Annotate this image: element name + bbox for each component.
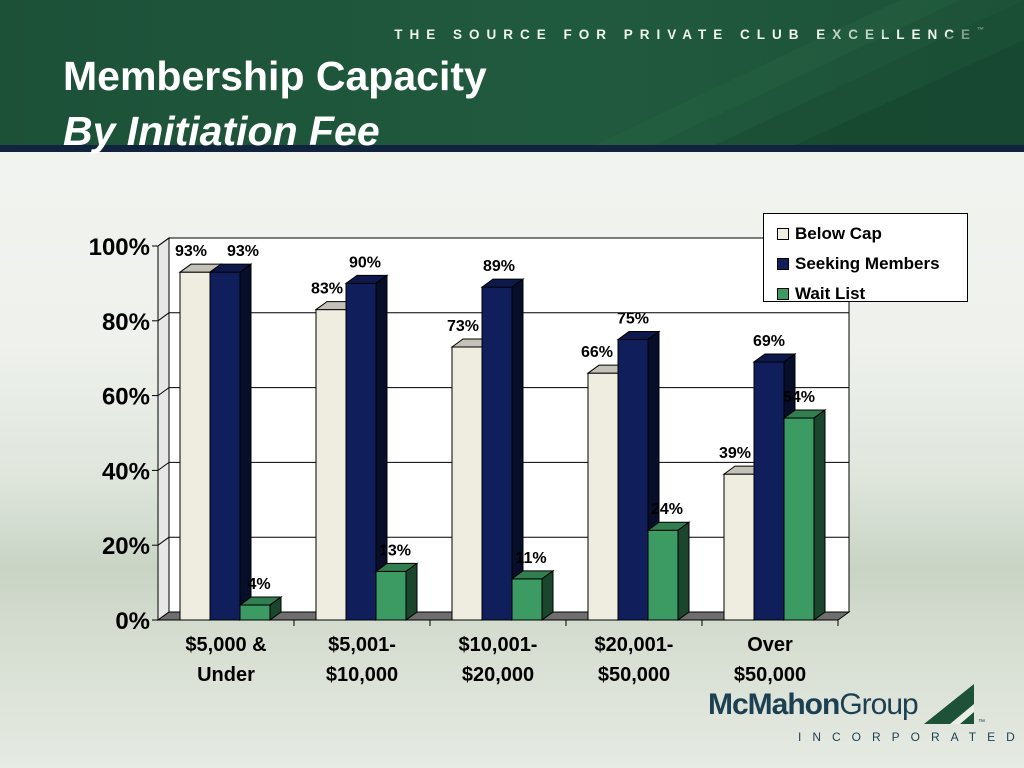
bar-seeking-members-0 xyxy=(209,271,241,621)
header-band: THE SOURCE FOR PRIVATE CLUB EXCELLENCE™ xyxy=(0,0,1024,152)
bar-wait-list-3 xyxy=(647,529,679,621)
bar-wait-list-1 xyxy=(375,570,407,621)
y-tick-label: 80% xyxy=(102,309,150,336)
bar-side-face xyxy=(813,409,826,621)
data-label: 73% xyxy=(447,318,479,335)
data-label: 75% xyxy=(617,311,649,328)
bar-side-face xyxy=(269,596,282,621)
bar-side-face xyxy=(677,521,690,621)
plot-side-wall xyxy=(157,237,170,621)
slide-subtitle: By Initiation Fee xyxy=(63,108,380,154)
x-tick-label: Over xyxy=(747,634,793,656)
x-tick-label: $5,001- xyxy=(328,634,396,656)
bar-wait-list-4 xyxy=(783,417,815,621)
data-label: 93% xyxy=(227,243,259,260)
bar-side-face xyxy=(541,569,554,621)
chart-legend: Below Cap Seeking Members Wait List xyxy=(763,213,968,303)
legend-label-seeking-members: Seeking Members xyxy=(795,254,940,273)
y-tick-label: 0% xyxy=(115,608,150,635)
data-label: 90% xyxy=(349,254,381,271)
logo-tm: ™ xyxy=(978,719,985,726)
legend-swatch-wait-list xyxy=(777,288,789,300)
slide-title: Membership Capacity xyxy=(63,53,487,99)
x-tick-label: $20,001- xyxy=(595,634,674,656)
x-tick-label: $50,000 xyxy=(734,664,806,686)
gridline-side xyxy=(157,237,170,247)
data-label: 4% xyxy=(247,576,270,593)
x-tick-label: Under xyxy=(197,664,255,686)
legend-label-below-cap: Below Cap xyxy=(795,224,882,243)
bar-seeking-members-3 xyxy=(617,339,649,621)
data-label: 66% xyxy=(581,344,613,361)
bar-side-face xyxy=(405,562,418,621)
bar-side-face xyxy=(511,278,524,621)
bar-wait-list-2 xyxy=(511,578,543,621)
bar-below-cap-2 xyxy=(451,346,483,621)
legend-label-wait-list: Wait List xyxy=(795,284,866,303)
logo-wordmark: McMahonGroup xyxy=(708,688,919,721)
bar-seeking-members-4 xyxy=(753,361,785,621)
data-label: 93% xyxy=(175,243,207,260)
legend-item-wait-list: Wait List xyxy=(764,279,967,309)
x-tick-label: $10,000 xyxy=(326,664,398,686)
data-label: 24% xyxy=(651,501,683,518)
bar-seeking-members-1 xyxy=(345,282,377,621)
data-label: 13% xyxy=(379,542,411,559)
gridline-side xyxy=(157,461,170,471)
logo-subtitle: INCORPORATED xyxy=(798,730,1024,744)
bar-below-cap-1 xyxy=(315,309,347,621)
gridline-side xyxy=(157,536,170,546)
company-logo: McMahonGroup ™ INCORPORATED xyxy=(708,684,1015,750)
gridline-side xyxy=(157,387,170,397)
data-label: 83% xyxy=(311,281,343,298)
data-label: 89% xyxy=(483,258,515,275)
legend-swatch-seeking-members xyxy=(777,258,789,270)
data-label: 39% xyxy=(719,445,751,462)
x-tick-label: $5,000 & xyxy=(185,634,266,656)
x-tick-label: $10,001- xyxy=(459,634,538,656)
y-tick-label: 60% xyxy=(102,384,150,411)
y-tick-label: 20% xyxy=(102,533,150,560)
x-tick-label: $50,000 xyxy=(598,664,670,686)
bar-below-cap-0 xyxy=(179,271,211,621)
legend-swatch-below-cap xyxy=(777,228,789,240)
x-tick-label: $20,000 xyxy=(462,664,534,686)
y-tick-label: 100% xyxy=(89,234,150,261)
gridline-side xyxy=(157,312,170,322)
y-tick-label: 40% xyxy=(102,458,150,485)
bar-wait-list-0 xyxy=(239,604,271,621)
bar-seeking-members-2 xyxy=(481,286,513,621)
data-label: 11% xyxy=(515,550,546,567)
header-stripe xyxy=(0,145,1024,152)
bar-side-face xyxy=(239,263,252,621)
bar-below-cap-3 xyxy=(587,372,619,621)
bar-below-cap-4 xyxy=(723,473,755,621)
logo-mark-icon: ™ xyxy=(924,684,985,726)
data-label: 54% xyxy=(783,389,815,406)
data-label: 69% xyxy=(753,333,785,350)
legend-item-seeking-members: Seeking Members xyxy=(764,249,967,279)
header-decoration xyxy=(580,0,1024,152)
legend-item-below-cap: Below Cap xyxy=(764,219,967,249)
